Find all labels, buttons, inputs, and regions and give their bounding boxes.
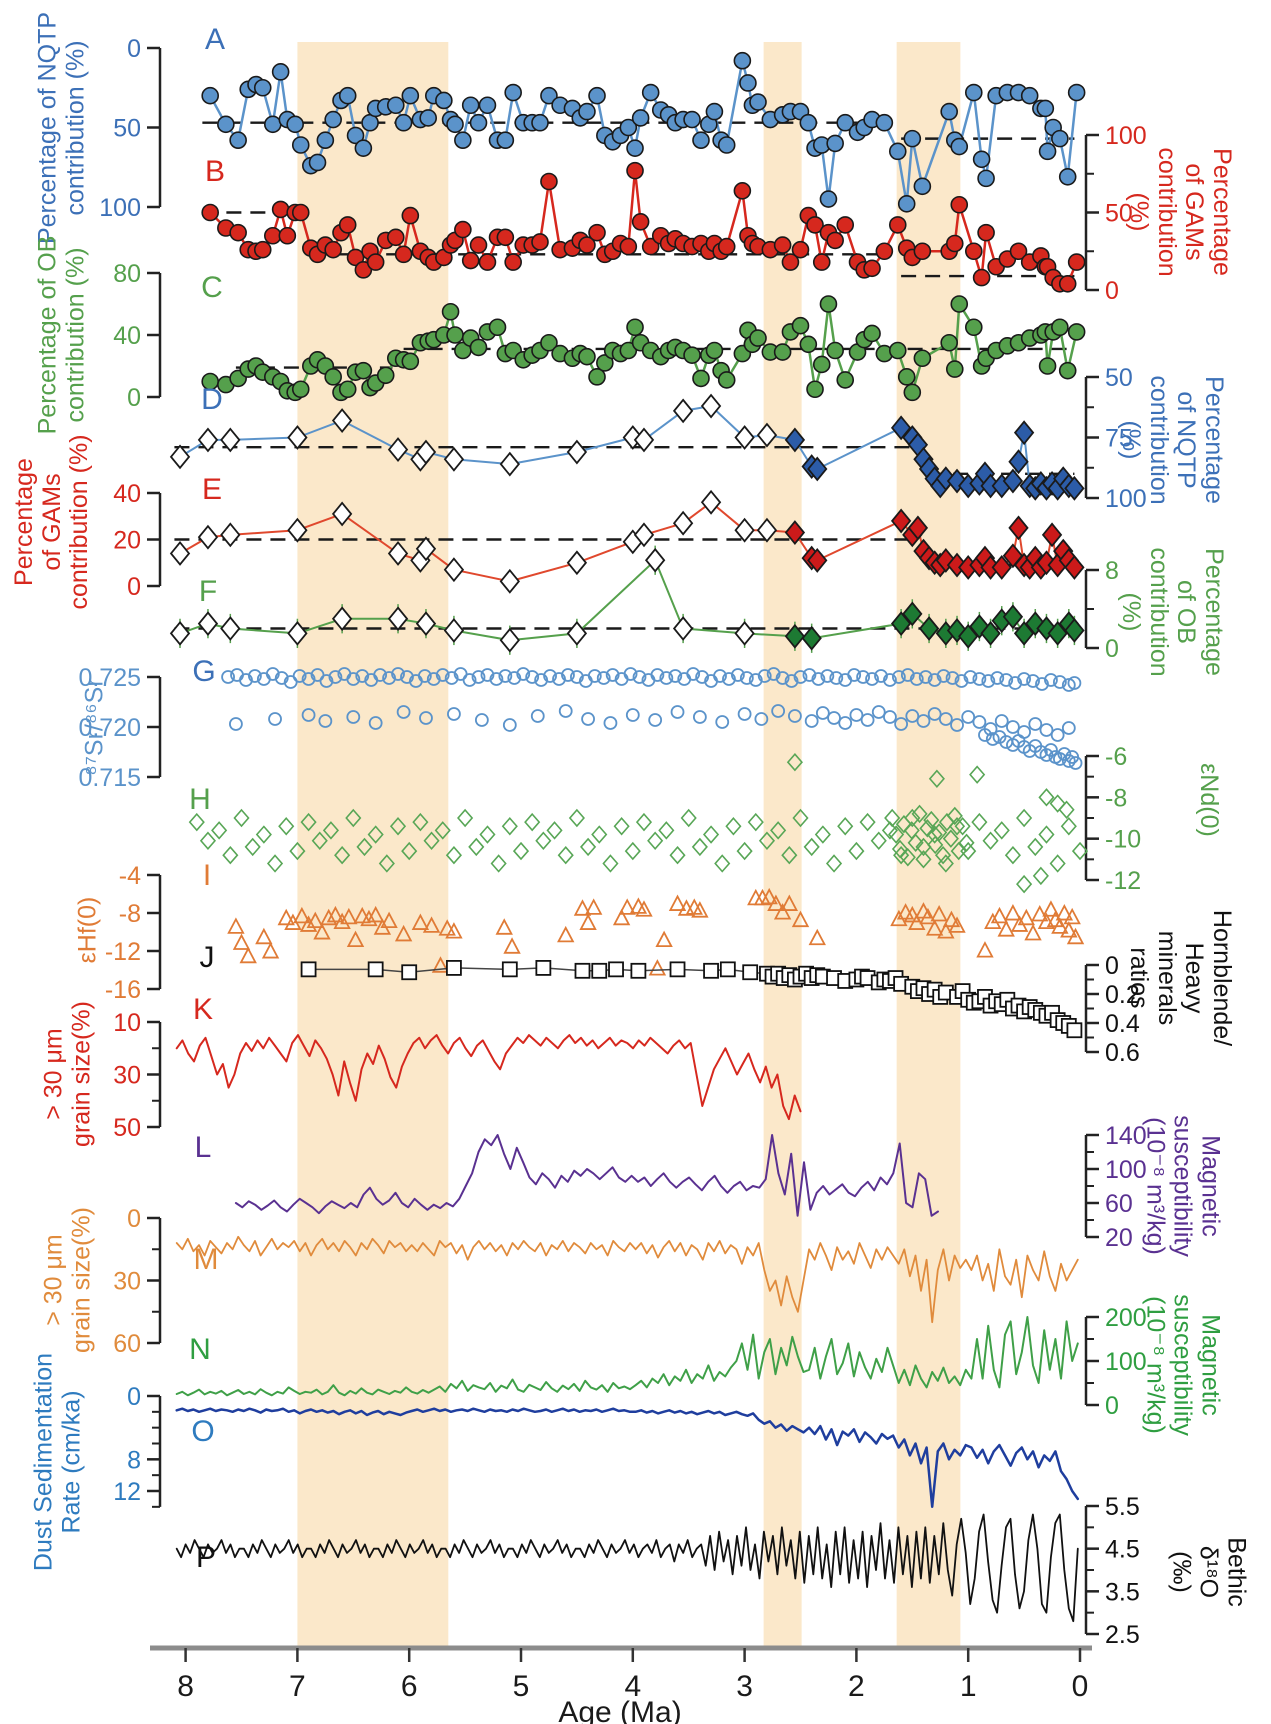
- axis-C-tick: 0: [127, 384, 141, 412]
- axis-L-tick: 100: [1105, 1156, 1147, 1184]
- axis-C: 80 40 0: [113, 260, 162, 412]
- axis-L-tick: 60: [1105, 1190, 1133, 1218]
- axis-G-tick: 0.725: [78, 664, 141, 692]
- panel-D-series: [169, 393, 1085, 501]
- axis-I-tick: -16: [105, 976, 141, 1004]
- axis-J-tick: 0.6: [1105, 1039, 1140, 1067]
- axis-J-tick: 0: [1105, 952, 1119, 980]
- axis-D: 50 75 100: [1084, 364, 1147, 513]
- axis-H-tick: -8: [1105, 784, 1127, 812]
- panel-O-series: [175, 1407, 1080, 1509]
- axis-H: -6 -8 -10 -12: [1084, 743, 1141, 895]
- panel-C-series: [201, 295, 1086, 402]
- axis-G-tick: 0.720: [78, 714, 141, 742]
- axis-A: 0 50 100: [99, 35, 162, 222]
- axis-H-tick: -6: [1105, 743, 1127, 771]
- panel-K-series: [175, 1034, 802, 1121]
- axis-A-tick: 100: [99, 194, 141, 222]
- axis-P: 5.5 4.5 3.5 2.5: [1084, 1493, 1140, 1649]
- axis-F: 80: [1084, 557, 1119, 663]
- x-axis-tick: 5: [513, 1670, 530, 1703]
- axis-G-tick: 0.715: [78, 764, 141, 792]
- panel-J-series: [300, 960, 1083, 1039]
- x-axis-tick: 2: [848, 1670, 865, 1703]
- panel-B-series: [201, 161, 1086, 293]
- axis-N-tick: 100: [1105, 1348, 1147, 1376]
- axis-J-tick: 0.4: [1105, 1010, 1140, 1038]
- axis-J-tick: 0.2: [1105, 981, 1140, 1009]
- axis-B: 100 50 0: [1084, 122, 1147, 305]
- axis-D-tick: 50: [1105, 364, 1133, 392]
- axis-L-tick: 20: [1105, 1224, 1133, 1252]
- axis-B-tick: 100: [1105, 122, 1147, 150]
- axis-M-tick: 30: [113, 1268, 141, 1296]
- panel-A-series: [201, 51, 1086, 213]
- axis-H-tick: -12: [1105, 867, 1141, 895]
- x-axis-tick: 7: [289, 1670, 306, 1703]
- axis-B-tick: 50: [1105, 200, 1133, 228]
- axis-P-tick: 3.5: [1105, 1578, 1140, 1606]
- axis-H-tick: -10: [1105, 826, 1141, 854]
- axis-I-tick: -12: [105, 938, 141, 966]
- axis-G: 0.725 0.720 0.715: [78, 664, 162, 792]
- x-axis: 8 7 6 5 4 3 2 1 0: [150, 1645, 1092, 1703]
- axis-I: -4 -8 -12 -16: [105, 862, 162, 1004]
- axis-N-tick: 200: [1105, 1304, 1147, 1332]
- panel-N-series: [175, 1316, 1079, 1397]
- highlight-bands: [297, 42, 961, 1648]
- x-axis-tick: 3: [736, 1670, 753, 1703]
- axis-O: 0 8 12: [113, 1383, 162, 1508]
- axis-F-tick: 8: [1105, 557, 1119, 585]
- axis-D-tick: 100: [1105, 485, 1147, 513]
- panel-F-series: [169, 545, 1085, 655]
- axis-O-tick: 12: [113, 1478, 141, 1506]
- axis-B-tick: 0: [1105, 277, 1119, 305]
- axis-E-tick: 20: [113, 527, 141, 555]
- panel-L-series: [234, 1134, 939, 1217]
- axis-K-tick: 10: [113, 1009, 141, 1037]
- x-axis-tick: 0: [1072, 1670, 1089, 1703]
- x-axis-tick: 6: [401, 1670, 418, 1703]
- axis-E-tick: 40: [113, 480, 141, 508]
- axis-I-tick: -4: [119, 862, 141, 890]
- axis-I-tick: -8: [119, 900, 141, 928]
- panel-H-series: [188, 752, 1089, 894]
- axis-L: 140 100 60 20: [1084, 1122, 1147, 1252]
- axis-C-tick: 40: [113, 322, 141, 350]
- panel-I-series: [227, 887, 1085, 976]
- axis-M-tick: 0: [127, 1205, 141, 1233]
- axis-O-tick: 8: [127, 1446, 141, 1474]
- axis-A-tick: 50: [113, 115, 141, 143]
- x-axis-tick: 8: [177, 1670, 194, 1703]
- axis-K-tick: 30: [113, 1062, 141, 1090]
- x-axis-title: Age (Ma): [558, 1696, 682, 1724]
- axis-D-tick: 75: [1105, 425, 1133, 453]
- axis-L-tick: 140: [1105, 1122, 1147, 1150]
- axis-M: 0 30 60: [113, 1205, 162, 1358]
- panel-E-series: [169, 489, 1085, 594]
- axis-M-tick: 60: [113, 1330, 141, 1358]
- axis-K-tick: 50: [113, 1114, 141, 1142]
- panel-G-series: [221, 667, 1083, 770]
- axis-K: 10 30 50: [113, 1009, 162, 1142]
- panel-P-series: [175, 1513, 1079, 1623]
- axis-F-tick: 0: [1105, 635, 1119, 663]
- axis-P-tick: 2.5: [1105, 1621, 1140, 1649]
- axis-C-tick: 80: [113, 260, 141, 288]
- x-axis-tick: 1: [960, 1670, 977, 1703]
- axis-O-tick: 0: [127, 1383, 141, 1411]
- axis-E-tick: 0: [127, 573, 141, 601]
- axis-A-tick: 0: [127, 35, 141, 63]
- axis-E: 40 20 0: [113, 480, 162, 601]
- x-axis-tick: 4: [624, 1670, 641, 1703]
- axis-N: 200 100 0: [1084, 1304, 1147, 1420]
- axis-P-tick: 4.5: [1105, 1536, 1140, 1564]
- axis-P-tick: 5.5: [1105, 1493, 1140, 1521]
- axis-N-tick: 0: [1105, 1392, 1119, 1420]
- axis-J: 00.20.40.6: [1084, 952, 1140, 1067]
- panel-M-series: [175, 1235, 1079, 1324]
